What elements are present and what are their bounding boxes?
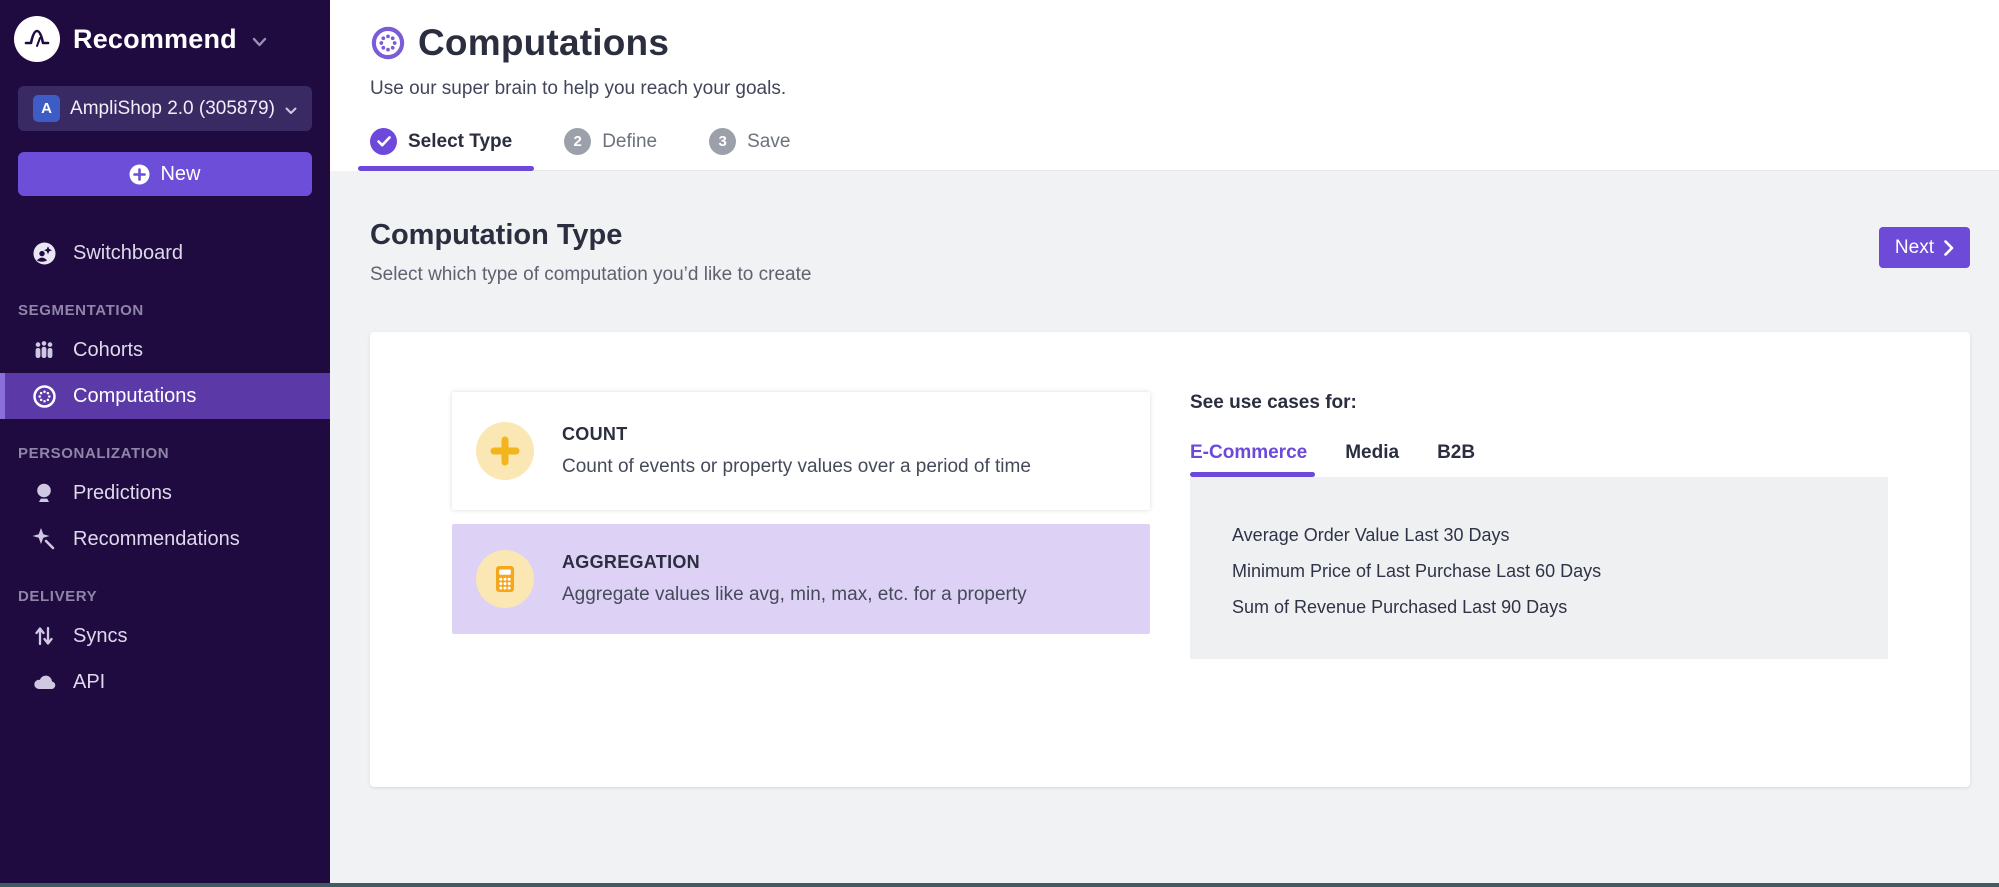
cloud-icon [31,670,57,695]
option-count[interactable]: COUNT Count of events or property values… [452,392,1150,510]
calculator-icon [476,550,534,608]
tab-ecommerce[interactable]: E-Commerce [1190,442,1316,477]
sidebar-item-cohorts[interactable]: Cohorts [0,327,330,373]
magic-star-icon [31,527,57,551]
chevron-down-icon [285,107,297,115]
sidebar-item-syncs[interactable]: Syncs [0,613,330,659]
use-case-tabs: E-Commerce Media B2B [1190,442,1888,477]
sidebar-item-label: Cohorts [73,338,144,361]
option-name: AGGREGATION [562,552,700,572]
step-label: Define [602,130,658,152]
window-bottom-edge [0,883,1999,887]
use-cases-title: See use cases for: [1190,392,1357,413]
next-button-label: Next [1894,236,1934,258]
page-title: Computations [418,22,670,63]
plus-circle-icon [129,164,150,185]
tab-media[interactable]: Media [1345,442,1400,463]
page-subtitle: Use our super brain to help you reach yo… [370,78,787,99]
sidebar-item-label: Recommendations [73,527,240,550]
step-define[interactable]: 2 Define [564,128,657,170]
step-label: Select Type [408,130,513,152]
sidebar-nav: Switchboard SEGMENTATION Cohorts [0,230,330,705]
brand-name: Recommend [73,23,237,54]
cohorts-icon [31,338,57,362]
use-case-list: Average Order Value Last 30 Days Minimum… [1190,477,1888,659]
use-case-item: Average Order Value Last 30 Days [1232,525,1510,545]
computations-title-icon [370,25,406,61]
wizard-steps: Select Type 2 Define 3 Save [357,128,1999,171]
section-subtitle: Select which type of computation you’d l… [370,264,812,285]
content-area: Computation Type Select which type of co… [330,171,1999,887]
crystal-ball-icon [31,481,57,505]
use-cases-panel: See use cases for: E-Commerce Media B2B … [1190,392,1888,659]
sync-arrows-icon [31,624,57,648]
switchboard-icon [31,241,57,266]
step-label: Save [747,130,791,152]
option-description: Aggregate values like avg, min, max, etc… [562,584,1027,605]
option-aggregation[interactable]: AGGREGATION Aggregate values like avg, m… [452,524,1150,634]
use-case-item: Minimum Price of Last Purchase Last 60 D… [1232,561,1602,581]
nav-section-segmentation: SEGMENTATION [18,302,144,319]
new-button[interactable]: New [18,152,312,196]
sidebar-item-label: API [73,670,106,693]
option-text: COUNT Count of events or property values… [562,424,1031,478]
sidebar-item-label: Switchboard [73,241,184,264]
section-title: Computation Type [370,219,623,251]
option-description: Count of events or property values over … [562,456,1031,477]
project-badge: A [33,95,61,122]
section-header: Computation Type Select which type of co… [370,219,811,286]
chevron-right-icon [1944,239,1954,256]
page-header: Computations Use our super brain to help… [330,0,1999,171]
sidebar-item-switchboard[interactable]: Switchboard [0,230,330,276]
project-selector[interactable]: A AmpliShop 2.0 (305879) [18,86,312,131]
sidebar: Recommend A AmpliShop 2.0 (305879) New [0,0,330,887]
sidebar-item-label: Computations [73,384,197,407]
step-select-type[interactable]: Select Type [357,128,535,171]
brand-row[interactable]: Recommend [0,0,330,72]
sidebar-item-predictions[interactable]: Predictions [0,470,330,516]
nav-section-delivery: DELIVERY [18,588,98,605]
step-save[interactable]: 3 Save [709,128,790,170]
sidebar-item-label: Syncs [73,624,128,647]
new-button-label: New [160,162,201,185]
amplitude-logo-icon [14,16,60,62]
option-name: COUNT [562,424,628,444]
options-column: COUNT Count of events or property values… [452,392,1150,659]
sidebar-item-computations[interactable]: Computations [0,373,330,419]
use-case-item: Sum of Revenue Purchased Last 90 Days [1232,597,1568,617]
step-number-badge: 2 [564,128,592,155]
check-circle-icon [370,128,397,155]
tab-b2b[interactable]: B2B [1437,442,1476,463]
next-button[interactable]: Next [1878,227,1970,268]
plus-icon [476,422,534,480]
sidebar-item-label: Predictions [73,481,172,504]
project-label: AmpliShop 2.0 (305879) [70,97,275,119]
computations-icon [31,384,57,409]
option-text: AGGREGATION Aggregate values like avg, m… [562,552,1027,606]
chevron-down-icon[interactable] [252,37,267,47]
step-number-badge: 3 [709,128,737,155]
sidebar-item-recommendations[interactable]: Recommendations [0,516,330,562]
main-area: Computations Use our super brain to help… [330,0,1999,887]
nav-section-personalization: PERSONALIZATION [18,445,170,462]
sidebar-item-api[interactable]: API [0,659,330,705]
computation-type-card: COUNT Count of events or property values… [370,332,1970,787]
